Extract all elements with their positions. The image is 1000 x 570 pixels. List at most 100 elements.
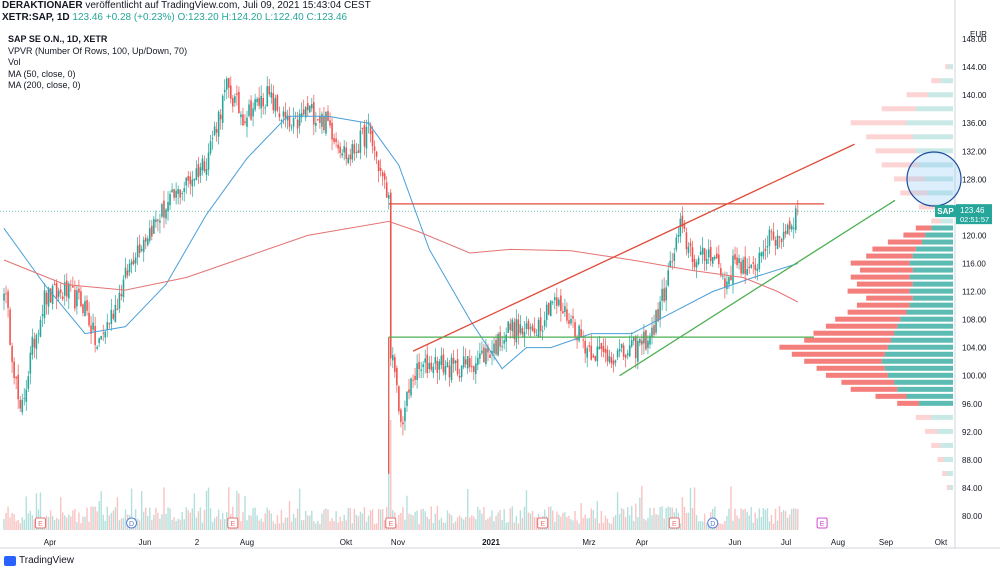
- volume-bar: [228, 487, 230, 530]
- candle-body: [387, 195, 390, 199]
- y-tick-label: 140.00: [962, 91, 987, 100]
- volume-bar: [592, 510, 594, 530]
- candle-body: [716, 253, 718, 259]
- candle-body: [626, 353, 629, 356]
- volume-bar: [705, 522, 708, 530]
- volume-bar: [618, 514, 621, 530]
- y-tick-label: 136.00: [962, 119, 987, 128]
- legend-item-vpvr[interactable]: VPVR (Number Of Rows, 100, Up/Down, 70): [8, 45, 188, 56]
- candle-body: [564, 306, 566, 312]
- legend-item-vol[interactable]: Vol: [8, 57, 21, 67]
- candle-body: [604, 348, 607, 353]
- candle-body: [104, 331, 107, 338]
- candle-body: [762, 251, 765, 257]
- candle-body: [209, 141, 212, 154]
- candle-body: [699, 251, 702, 255]
- volume-bar: [697, 521, 700, 530]
- candle-body: [624, 355, 627, 358]
- volume-bar: [400, 513, 402, 530]
- volume-bar: [35, 493, 38, 530]
- candle-body: [23, 398, 26, 399]
- candle-body: [221, 95, 224, 123]
- volume-bar: [88, 521, 90, 530]
- volume-bar: [754, 512, 756, 530]
- tradingview-logo-icon: [4, 555, 16, 566]
- volume-bar: [29, 510, 32, 530]
- volume-bar: [78, 512, 80, 530]
- plot-area: [0, 25, 955, 530]
- volume-bar: [426, 516, 428, 530]
- x-tick-label: Mrz: [582, 538, 595, 547]
- candle-body: [173, 189, 175, 198]
- volume-bar: [408, 513, 410, 530]
- candle-body: [774, 240, 777, 246]
- vp-bar-down: [900, 190, 929, 196]
- volume-bar: [507, 522, 509, 530]
- candle-body: [78, 288, 80, 293]
- candle-body: [379, 167, 382, 171]
- candle-body: [227, 78, 230, 88]
- candle-body: [63, 282, 66, 296]
- vp-bar-up: [909, 288, 953, 294]
- candle-body: [525, 323, 528, 329]
- volume-bar: [487, 518, 489, 530]
- candle-body: [258, 97, 260, 106]
- vp-bar-down: [856, 302, 910, 308]
- candle-body: [252, 108, 254, 117]
- volume-bar: [250, 515, 252, 530]
- candle-body: [246, 117, 248, 127]
- candle-body: [7, 291, 9, 308]
- volume-bar: [424, 511, 426, 530]
- volume-bar: [15, 520, 17, 530]
- volume-bar: [701, 521, 704, 530]
- candle-body: [179, 189, 181, 198]
- volume-bar: [570, 519, 572, 530]
- volume-bar: [513, 522, 515, 530]
- candle-body: [55, 283, 58, 299]
- candle-body: [302, 109, 305, 115]
- volume-bar: [377, 508, 380, 530]
- candle-body: [537, 319, 540, 337]
- volume-bar: [367, 515, 370, 530]
- candle-body: [35, 334, 38, 350]
- candle-body: [17, 374, 19, 400]
- candle-body: [570, 318, 572, 324]
- vp-bar-up: [887, 344, 953, 350]
- legend-item-ma200[interactable]: MA (200, close, 0): [8, 80, 81, 90]
- candle-body: [288, 115, 291, 127]
- candle-body: [639, 338, 641, 344]
- candle-body: [578, 325, 580, 341]
- x-tick-label: Nov: [391, 538, 405, 547]
- candle-body: [19, 399, 21, 409]
- volume-bar: [748, 515, 750, 530]
- volume-bar: [477, 506, 479, 530]
- volume-bar: [149, 507, 151, 530]
- volume-bar: [45, 515, 48, 530]
- candle-body: [493, 343, 495, 354]
- volume-bar: [303, 520, 305, 530]
- candle-body: [33, 338, 36, 348]
- candle-body: [535, 334, 538, 336]
- candle-body: [315, 122, 317, 126]
- volume-bar: [136, 518, 139, 530]
- candle-body: [296, 119, 299, 129]
- vp-bar-down: [847, 288, 910, 294]
- candle-body: [539, 317, 542, 332]
- legend-item-ma50[interactable]: MA (50, close, 0): [8, 68, 76, 79]
- candle-body: [432, 366, 435, 374]
- candle-body: [90, 325, 92, 334]
- volume-bar: [600, 510, 603, 530]
- volume-bar: [351, 523, 353, 530]
- volume-bar: [766, 508, 769, 530]
- volume-bar: [556, 511, 558, 530]
- volume-bar: [219, 519, 222, 530]
- candle-body: [756, 268, 759, 271]
- candle-body: [695, 262, 698, 268]
- candle-body: [499, 332, 501, 347]
- candle-body: [345, 147, 348, 159]
- candle-body: [383, 173, 386, 180]
- volume-bar: [523, 506, 526, 530]
- volume-bar: [740, 508, 742, 530]
- candle-body: [306, 103, 309, 111]
